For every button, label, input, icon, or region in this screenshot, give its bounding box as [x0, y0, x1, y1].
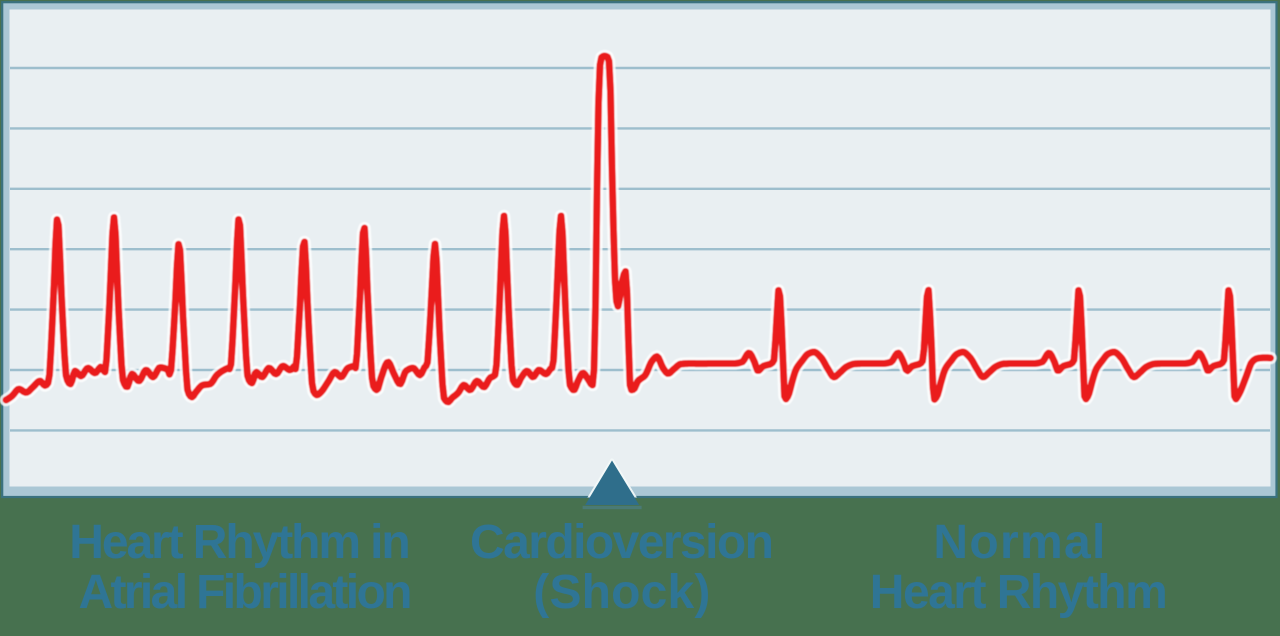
svg-text:Cardioversion: Cardioversion: [470, 516, 774, 569]
svg-text:Normal: Normal: [933, 516, 1105, 569]
svg-text:Heart Rhythm in: Heart Rhythm in: [69, 516, 411, 569]
svg-text:(Shock): (Shock): [533, 566, 710, 619]
svg-text:Atrial Fibrillation: Atrial Fibrillation: [79, 566, 413, 619]
svg-text:Heart Rhythm: Heart Rhythm: [870, 566, 1168, 619]
